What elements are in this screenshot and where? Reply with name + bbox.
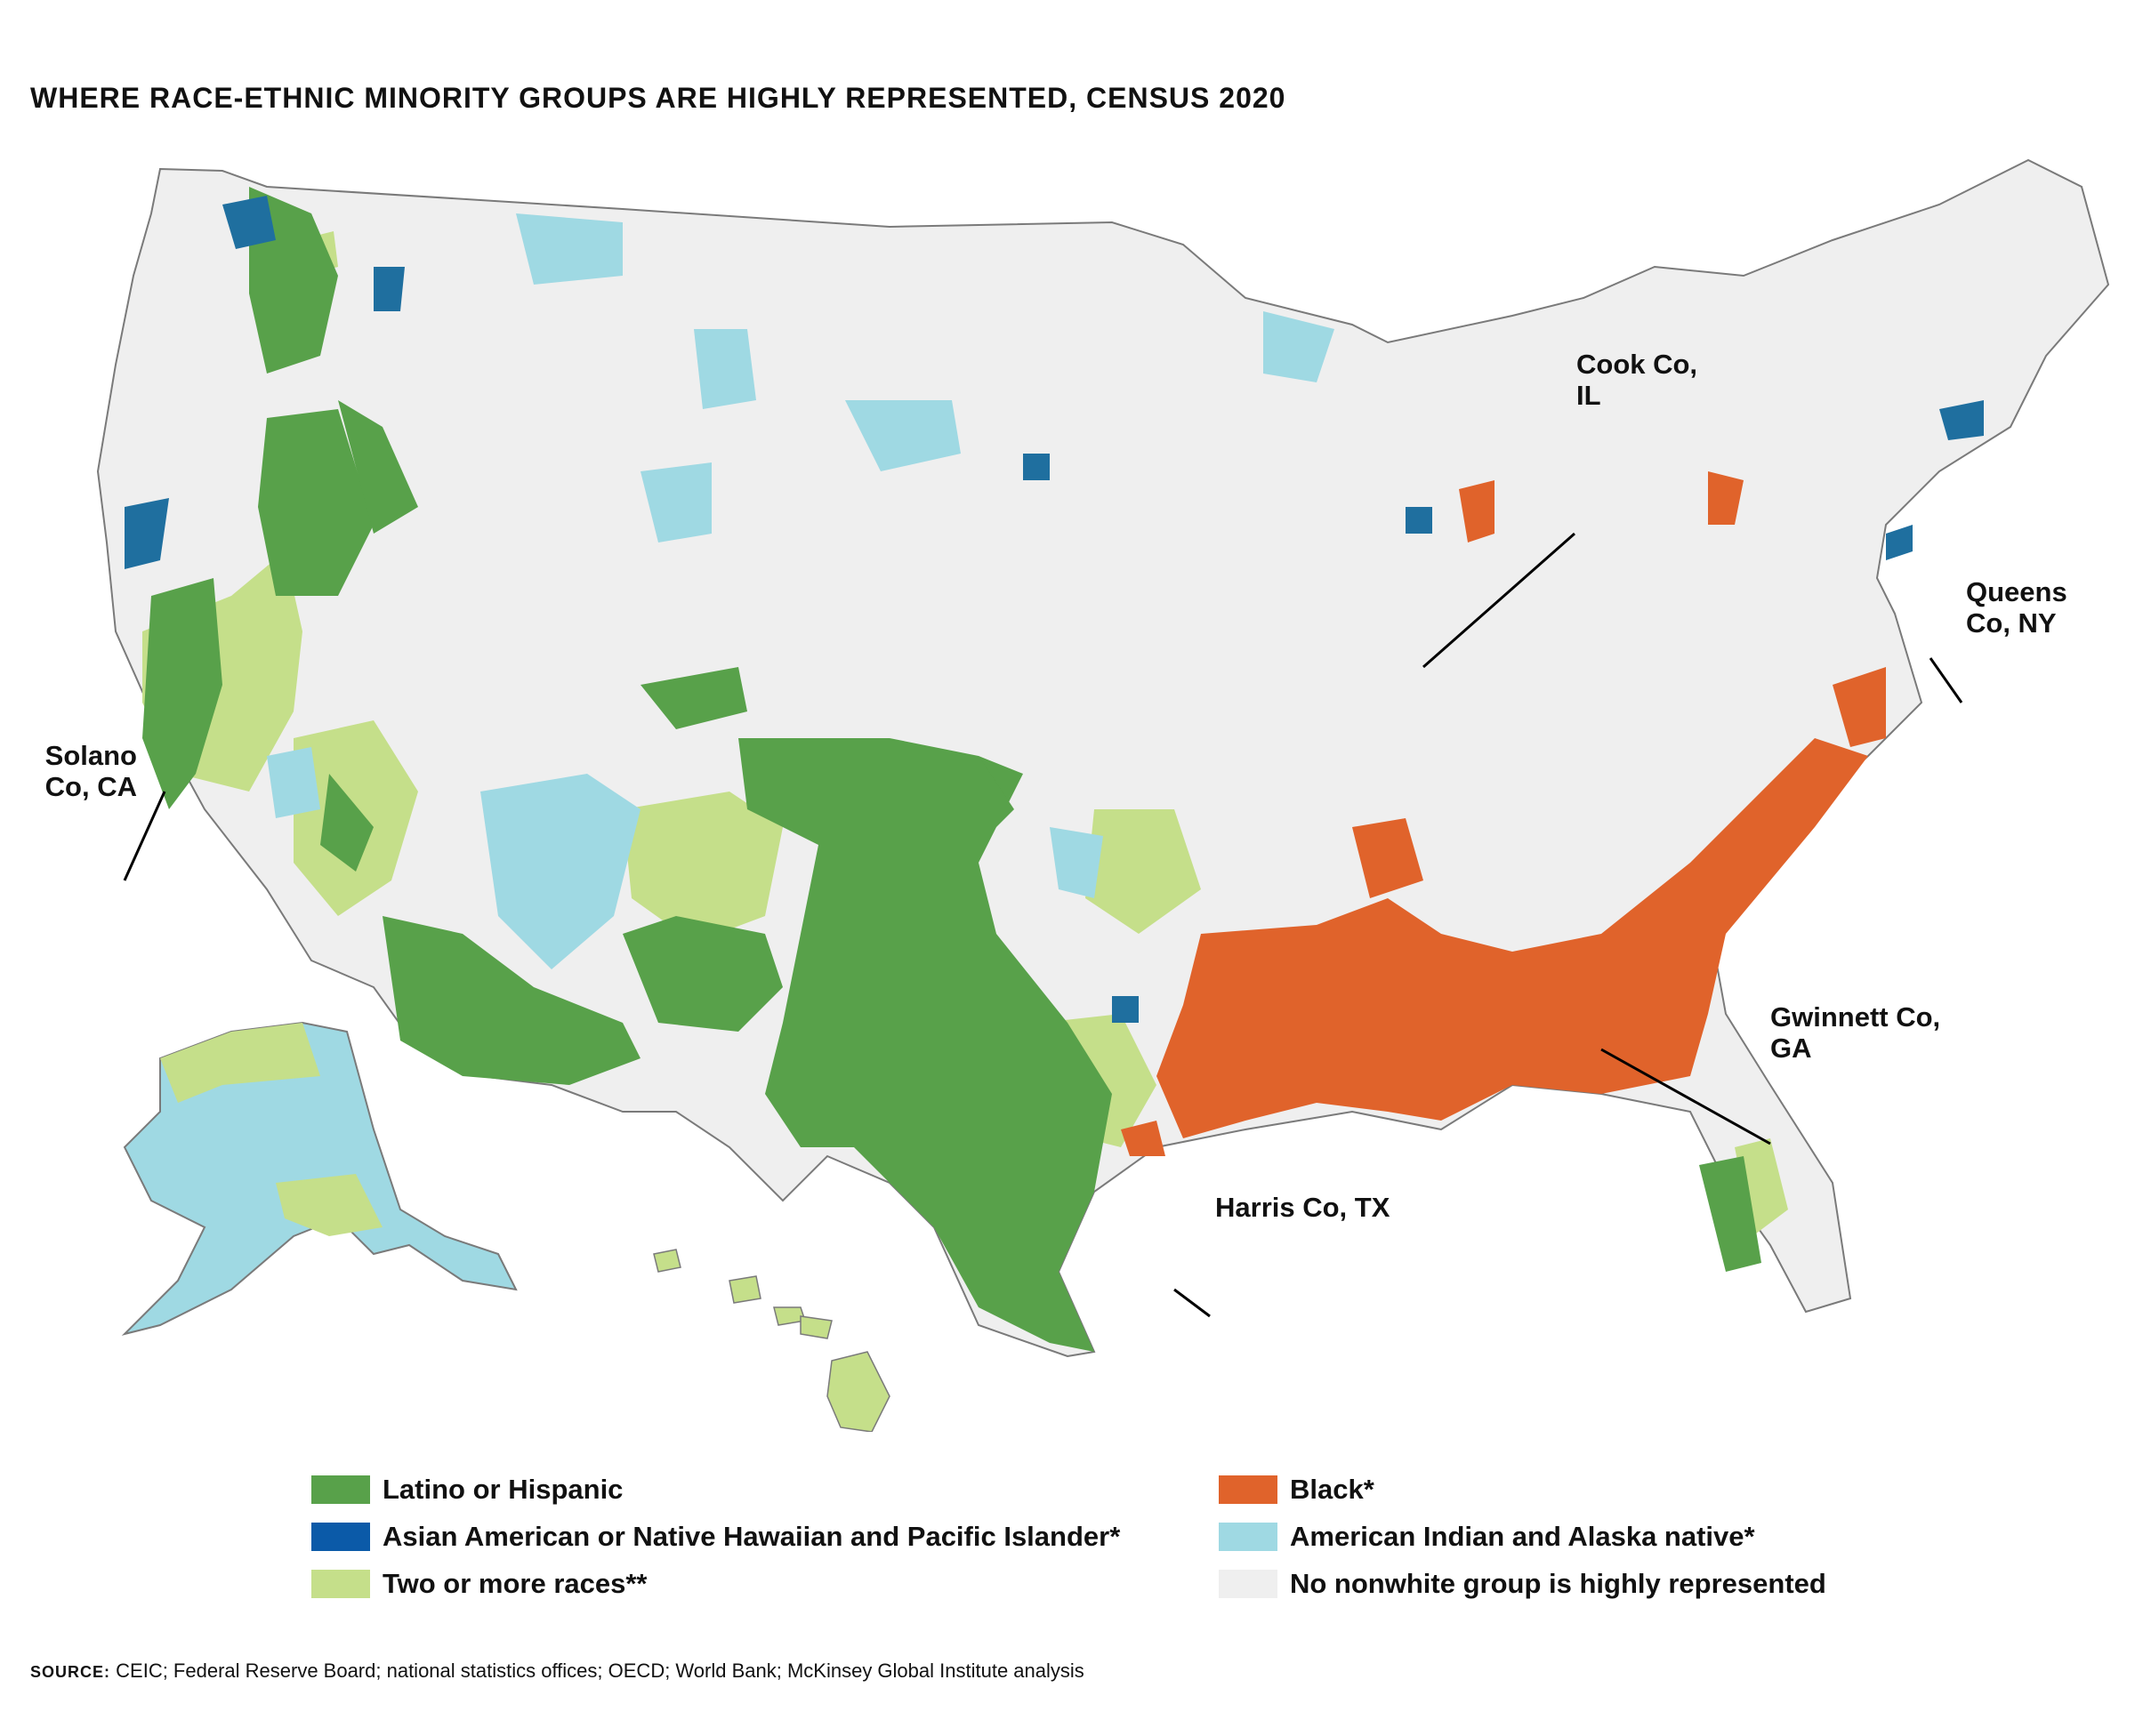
legend-label-none: No nonwhite group is highly represented [1290, 1567, 1826, 1599]
legend-item-american-indian: American Indian and Alaska native* [1219, 1513, 1826, 1560]
callout-solano-county: Solano Co, CA [44, 740, 137, 802]
cook-leader-line [1422, 532, 1575, 669]
legend-swatch-none [1219, 1569, 1277, 1598]
legend-label-two-or-more: Two or more races** [383, 1567, 648, 1599]
legend-swatch-two-or-more [311, 1569, 370, 1598]
gwinnett-leader-line [1600, 1048, 1771, 1145]
alaska-two-or-more-regions [160, 1023, 383, 1236]
solano-leader-line [123, 791, 166, 881]
legend-label-latino: Latino or Hispanic [383, 1473, 624, 1505]
black-regions [1121, 471, 1886, 1156]
legend-item-asian: Asian American or Native Hawaiian and Pa… [311, 1513, 1120, 1560]
legend-swatch-american-indian [1219, 1522, 1277, 1551]
callout-harris-county: Harris Co, TX [1215, 1192, 1390, 1223]
legend-right: Black* American Indian and Alaska native… [1219, 1466, 1826, 1607]
us-county-map [96, 158, 2110, 1432]
legend-left: Latino or Hispanic Asian American or Nat… [311, 1466, 1120, 1607]
callout-gwinnett-county: Gwinnett Co, GA [1770, 1001, 1941, 1064]
american-indian-regions [267, 213, 1334, 969]
legend-label-american-indian: American Indian and Alaska native* [1290, 1520, 1755, 1552]
legend-swatch-asian [311, 1522, 370, 1551]
queens-leader-line [1929, 657, 1963, 703]
source-text: CEIC; Federal Reserve Board; national st… [116, 1660, 1084, 1682]
legend-label-asian: Asian American or Native Hawaiian and Pa… [383, 1520, 1121, 1552]
callout-leader-lines [123, 532, 1963, 1318]
legend-label-black: Black* [1290, 1473, 1374, 1505]
legend-item-black: Black* [1219, 1466, 1826, 1513]
legend-item-none: No nonwhite group is highly represented [1219, 1560, 1826, 1607]
legend-swatch-black [1219, 1475, 1277, 1504]
source-note: SOURCE: CEIC; Federal Reserve Board; nat… [30, 1660, 1084, 1683]
map-title: WHERE RACE-ETHNIC MINORITY GROUPS ARE HI… [30, 82, 1286, 114]
hawaii-shapes [653, 1249, 890, 1432]
harris-leader-line [1173, 1288, 1211, 1318]
callout-cook-county: Cook Co, IL [1576, 349, 1698, 411]
legend-item-two-or-more: Two or more races** [311, 1560, 1120, 1607]
source-label: SOURCE: [30, 1663, 111, 1681]
legend-item-latino: Latino or Hispanic [311, 1466, 1120, 1513]
legend-swatch-latino [311, 1475, 370, 1504]
asian-nhpi-regions [125, 196, 1984, 1023]
callout-queens-county: Queens Co, NY [1966, 576, 2067, 639]
